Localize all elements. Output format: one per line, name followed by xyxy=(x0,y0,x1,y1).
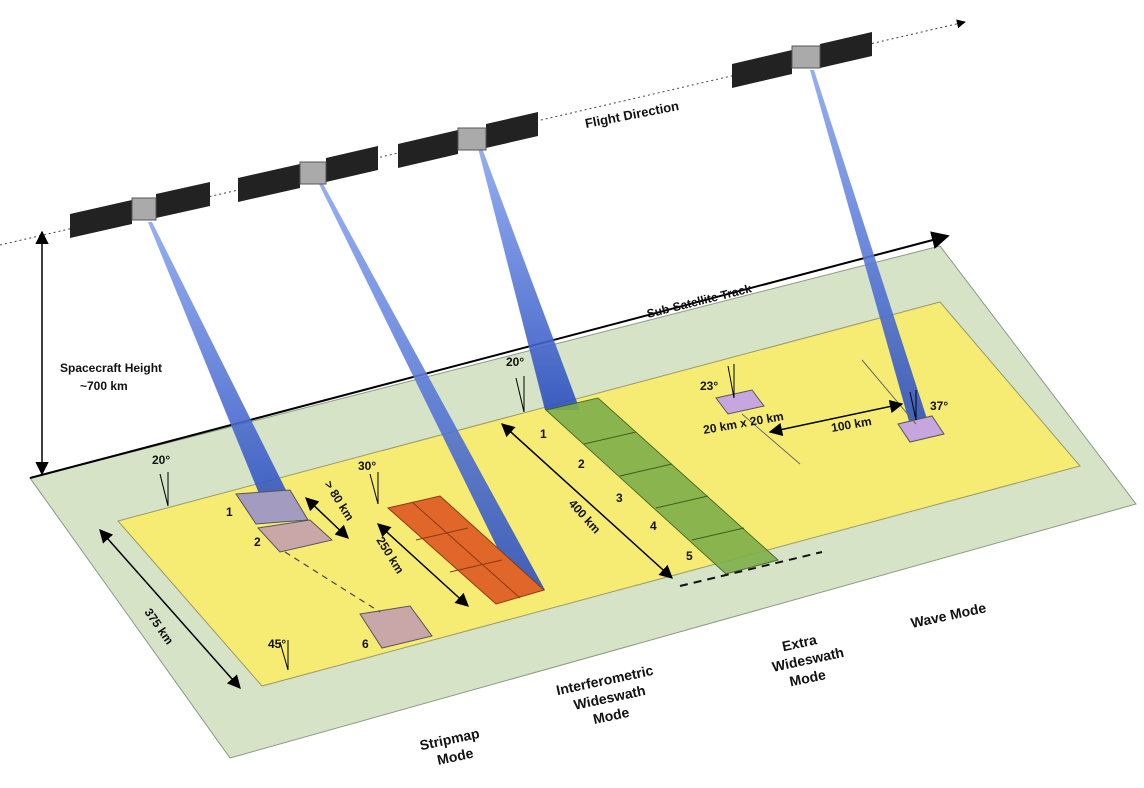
ew-beam xyxy=(478,148,580,410)
ew-divider xyxy=(691,527,745,541)
angle-stripmap-bottom: 45° xyxy=(268,637,289,671)
swath-375-arrow xyxy=(99,528,241,690)
gt80-arrow xyxy=(305,497,349,539)
stripmap-beam-num-6: 6 xyxy=(362,637,369,651)
angle-stripmap-top: 20° xyxy=(152,453,170,507)
stripmap-beam-6 xyxy=(359,605,433,649)
svg-text:23°: 23° xyxy=(700,379,718,393)
satellite-iw xyxy=(238,146,378,202)
svg-text:20°: 20° xyxy=(506,355,524,369)
satellite-ew xyxy=(398,112,538,168)
spacecraft-height-value: ~700 km xyxy=(80,379,128,393)
mode-label-ew: Extra Wideswath Mode xyxy=(771,631,846,689)
mode-label-iw: Interferometric Wideswath Mode xyxy=(555,662,655,727)
svg-text:Extra: Extra xyxy=(780,631,818,654)
km100-label: 100 km xyxy=(830,414,873,435)
svg-text:45°: 45° xyxy=(268,637,286,651)
mode-label-wave: Wave Mode xyxy=(909,599,987,631)
stripmap-beam-num-2: 2 xyxy=(254,535,261,549)
wave-vignette-a xyxy=(715,389,765,415)
wave-beam xyxy=(810,70,930,432)
satellite-wave xyxy=(732,32,872,88)
ew-beam-num-4: 4 xyxy=(650,519,657,533)
ew-beam-num-3: 3 xyxy=(616,491,623,505)
wave-dotted-line xyxy=(741,413,801,465)
ew-beam-num-2: 2 xyxy=(578,457,585,471)
stripmap-dashed-line xyxy=(284,551,381,613)
angle-wave-a: 23° xyxy=(700,364,735,399)
ew-beam-num-5: 5 xyxy=(686,549,693,563)
ew-beam-num-1: 1 xyxy=(540,427,547,441)
mode-label-stripmap: Stripmap Mode xyxy=(418,725,481,768)
wave-vignette-b xyxy=(897,415,945,443)
wave-dotted-line xyxy=(861,359,917,425)
km250-arrow xyxy=(377,523,469,607)
ew-dashed-line xyxy=(679,551,823,587)
angle-ew: 20° xyxy=(506,355,525,413)
svg-text:Mode: Mode xyxy=(592,704,631,727)
flight-direction-label: Flight Direction xyxy=(584,98,680,131)
sub-satellite-track xyxy=(29,231,950,479)
svg-text:20°: 20° xyxy=(152,453,170,467)
satellite-stripmap xyxy=(70,182,210,238)
angle-wave-b: 37° xyxy=(909,390,948,421)
angle-iw: 30° xyxy=(358,459,379,505)
svg-text:Mode: Mode xyxy=(788,666,827,689)
stripmap-beam-num-1: 1 xyxy=(226,505,233,519)
spacecraft-height-label: Spacecraft Height xyxy=(60,361,162,375)
iw-beam xyxy=(318,182,545,594)
svg-text:30°: 30° xyxy=(358,459,376,473)
km400-arrow xyxy=(500,423,674,579)
stripmap-beam xyxy=(148,222,300,518)
km100-arrow xyxy=(768,399,904,437)
svg-text:Mode: Mode xyxy=(436,745,475,768)
svg-text:37°: 37° xyxy=(930,399,948,413)
